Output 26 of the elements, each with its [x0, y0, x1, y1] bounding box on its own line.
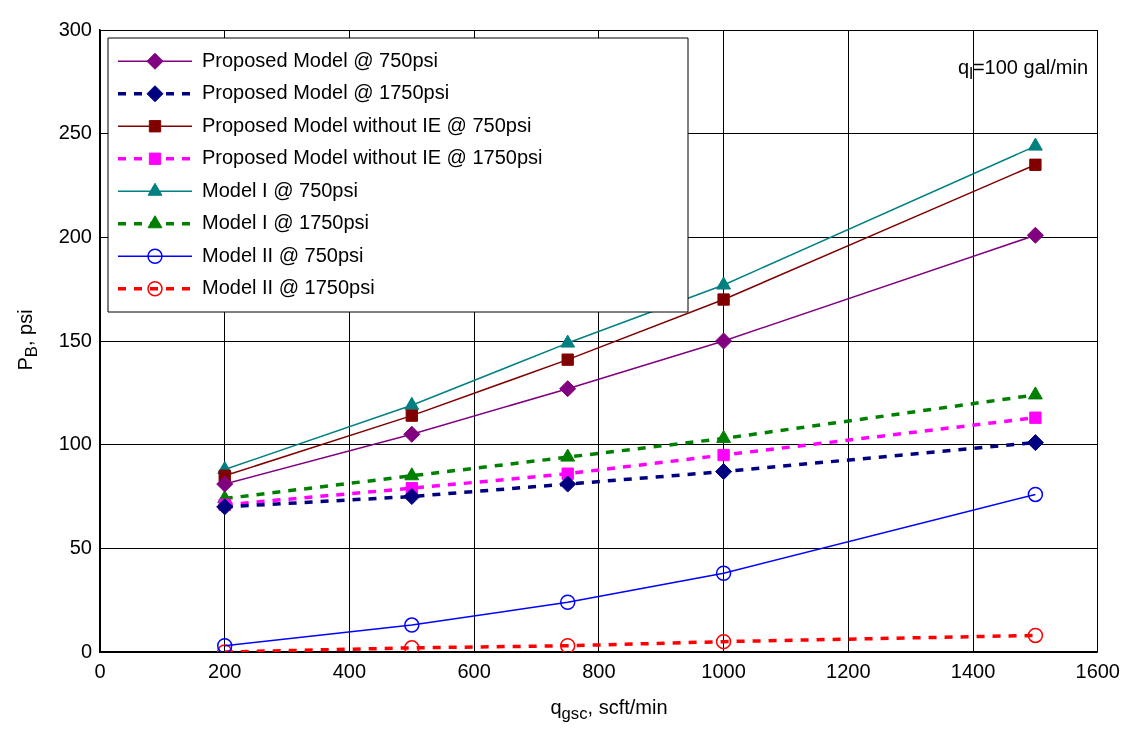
legend-label: Model I @ 1750psi [202, 211, 370, 234]
x-tick-label: 1600 [1075, 659, 1120, 682]
x-tick-label: 1200 [826, 659, 871, 682]
x-tick-label: 200 [208, 659, 242, 682]
legend-label: Model II @ 1750psi [202, 276, 375, 299]
x-tick-label: 400 [332, 659, 367, 682]
x-tick-label: 600 [457, 659, 491, 682]
legend-label: Proposed Model @ 750psi [202, 48, 438, 71]
legend-label: Model II @ 750psi [202, 243, 364, 266]
x-tick-label: 800 [582, 659, 616, 682]
y-tick-label: 150 [58, 328, 92, 351]
x-tick-label: 0 [94, 659, 106, 682]
legend-label: Model I @ 750psi [202, 178, 358, 201]
x-axis-title: q$_{gsc}$, scft/min [549, 696, 669, 724]
legend-label: Proposed Model without IE @ 750psi [202, 113, 532, 136]
x-tick-label: 1000 [701, 659, 746, 682]
y-tick-label: 50 [69, 535, 92, 558]
legend-label: Proposed Model without IE @ 1750psi [202, 146, 543, 169]
y-tick-label: 100 [58, 432, 92, 455]
y-tick-label: 300 [58, 17, 92, 40]
y-tick-label: 0 [80, 639, 92, 662]
x-tick-label: 1400 [950, 659, 996, 682]
y-tick-label: 200 [58, 224, 92, 247]
legend-label: Proposed Model @ 1750psi [202, 81, 450, 104]
annotation: q$_{l}$=100 gal/min [958, 56, 1088, 84]
y-tick-label: 250 [58, 121, 92, 144]
